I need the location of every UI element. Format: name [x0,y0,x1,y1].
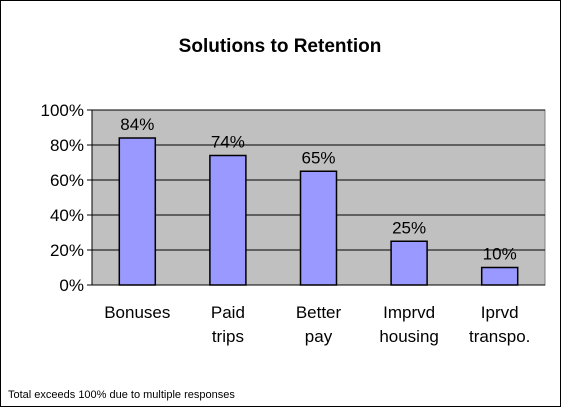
value-label: 84% [120,115,154,134]
x-tick-label: Paid trips [211,303,245,346]
y-tick-label: 60% [50,171,84,190]
bar [480,266,519,286]
y-tick-label: 40% [50,206,84,225]
footnote: Total exceeds 100% due to multiple respo… [8,389,235,401]
y-tick-label: 0% [59,276,84,295]
bar [390,240,428,286]
bar [299,170,338,286]
x-tick-label: Better pay [296,303,342,346]
value-label: 74% [211,133,245,152]
x-tick-label: Iprvd transpo. [469,303,530,346]
y-tick-label: 80% [50,136,84,155]
x-tick-label: Imprvd housing [379,303,439,346]
chart-title: Solutions to Retention [179,36,382,57]
bar [118,137,157,286]
y-tick-label: 20% [50,241,84,260]
value-label: 25% [392,218,426,237]
value-label: 10% [483,245,517,264]
bar [209,154,247,286]
x-tick-label: Bonuses [104,303,170,322]
y-tick-label: 100% [41,101,84,120]
value-label: 65% [301,148,335,167]
